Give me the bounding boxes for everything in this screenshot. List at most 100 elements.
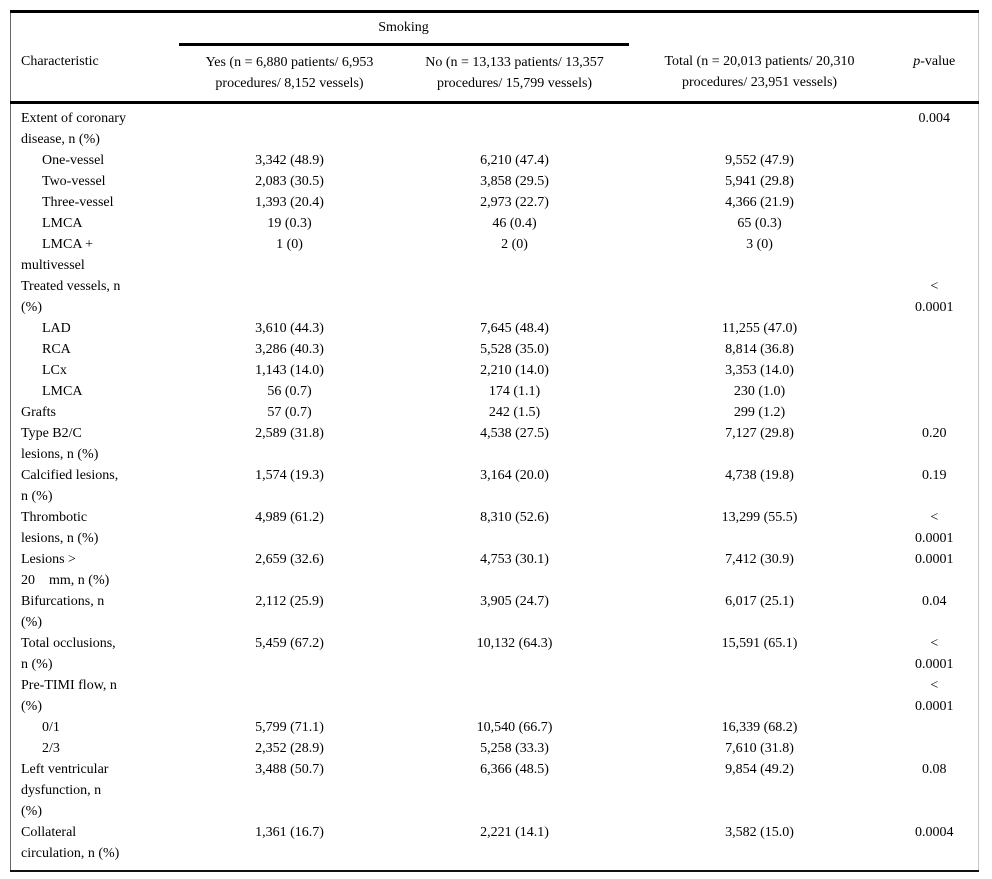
- characteristic-cell: Extent of coronary disease, n (%): [21, 111, 126, 147]
- value-cell-total: 230 (1.0): [733, 384, 786, 399]
- characteristic-cell: Type B2/C lesions, n (%): [21, 426, 99, 462]
- p-value-cell: [891, 318, 979, 339]
- spacer-cell: [629, 12, 891, 45]
- value-cell-total: 7,610 (31.8): [725, 741, 794, 756]
- value-cell-yes: [179, 675, 401, 717]
- value-cell-total: 3,582 (15.0): [725, 825, 794, 840]
- value-cell-total: 4,738 (19.8): [725, 468, 794, 483]
- p-value-cell: 0.20: [922, 426, 947, 441]
- value-cell-yes: 2,352 (28.9): [255, 741, 324, 756]
- value-cell-total: 9,854 (49.2): [725, 762, 794, 777]
- p-value-cell: < 0.0001: [915, 636, 954, 672]
- value-cell-no: 242 (1.5): [488, 405, 541, 420]
- characteristic-cell: 0/1: [42, 720, 60, 735]
- characteristic-cell: One-vessel: [42, 153, 105, 168]
- p-value-cell: 0.0001: [915, 552, 954, 567]
- characteristic-cell: Thrombotic lesions, n (%): [21, 510, 99, 546]
- col-header-yes: Yes (n = 6,880 patients/ 6,953 procedure…: [178, 44, 401, 104]
- value-cell-total: [629, 103, 891, 151]
- value-cell-total: 7,127 (29.8): [725, 426, 794, 441]
- value-cell-total: [629, 276, 891, 318]
- value-cell-yes: 1,574 (19.3): [255, 468, 324, 483]
- value-cell-total: 9,552 (47.9): [725, 153, 794, 168]
- value-cell-no: 3,164 (20.0): [480, 468, 549, 483]
- value-cell-no: 2,221 (14.1): [480, 825, 549, 840]
- characteristic-cell: Pre-TIMI flow, n (%): [21, 678, 117, 714]
- characteristic-cell: Total occlusions, n (%): [21, 636, 116, 672]
- value-cell-yes: 19 (0.3): [267, 216, 312, 231]
- table-row: Three-vessel 1,393 (20.4) 2,973 (22.7) 4…: [11, 192, 979, 213]
- value-cell-no: 5,258 (33.3): [480, 741, 549, 756]
- value-cell-total: 299 (1.2): [733, 405, 786, 420]
- p-value-cell: [891, 360, 979, 381]
- table-row: Lesions > 20 mm, n (%) 2,659 (32.6) 4,75…: [11, 549, 979, 591]
- p-value-cell: 0.04: [922, 594, 947, 609]
- value-cell-total: 3,353 (14.0): [725, 363, 794, 378]
- value-cell-no: [401, 675, 629, 717]
- characteristic-cell: Left ventricular dysfunction, n (%): [21, 762, 109, 819]
- p-value-cell: 0.0004: [915, 825, 954, 840]
- characteristic-cell: Bifurcations, n (%): [21, 594, 105, 630]
- p-value-cell: [891, 234, 979, 276]
- p-value-cell: [891, 717, 979, 738]
- p-value-cell: [891, 738, 979, 759]
- table-row: LCx 1,143 (14.0) 2,210 (14.0) 3,353 (14.…: [11, 360, 979, 381]
- value-cell-yes: 2,112 (25.9): [255, 594, 324, 609]
- p-value-suffix: -value: [920, 53, 956, 69]
- value-cell-no: 6,210 (47.4): [480, 153, 549, 168]
- p-value-italic: p: [913, 53, 921, 69]
- p-value-cell: [891, 381, 979, 402]
- table-row: Collateral circulation, n (%) 1,361 (16.…: [11, 822, 979, 871]
- value-cell-total: 4,366 (21.9): [725, 195, 794, 210]
- value-cell-yes: 1 (0): [276, 237, 303, 252]
- value-cell-no: 3,905 (24.7): [480, 594, 549, 609]
- table-row: 0/1 5,799 (71.1) 10,540 (66.7) 16,339 (6…: [11, 717, 979, 738]
- value-cell-yes: 56 (0.7): [267, 384, 312, 399]
- document-page: Smoking Characteristic Yes (n = 6,880 pa…: [0, 10, 992, 879]
- value-cell-yes: 4,989 (61.2): [255, 510, 324, 525]
- column-header-row: Characteristic Yes (n = 6,880 patients/ …: [10, 44, 979, 104]
- value-cell-yes: 5,799 (71.1): [255, 720, 324, 735]
- value-cell-total: 65 (0.3): [737, 216, 782, 231]
- value-cell-total: 3 (0): [746, 237, 773, 252]
- table-row: RCA 3,286 (40.3) 5,528 (35.0) 8,814 (36.…: [11, 339, 979, 360]
- p-value-cell: [891, 339, 979, 360]
- smoking-group-header: Smoking: [178, 11, 629, 46]
- value-cell-no: 174 (1.1): [488, 384, 541, 399]
- characteristic-cell: Two-vessel: [42, 174, 106, 189]
- table-row: Two-vessel 2,083 (30.5) 3,858 (29.5) 5,9…: [11, 171, 979, 192]
- characteristic-cell: LAD: [42, 321, 71, 336]
- value-cell-yes: 2,659 (32.6): [255, 552, 324, 567]
- p-value-cell: < 0.0001: [915, 510, 954, 546]
- col-header-characteristic: Characteristic: [10, 44, 179, 104]
- value-cell-no: [401, 103, 629, 151]
- table-body: Extent of coronary disease, n (%) 0.004 …: [11, 103, 979, 872]
- table-row: LMCA 56 (0.7) 174 (1.1) 230 (1.0): [11, 381, 979, 402]
- value-cell-yes: 5,459 (67.2): [255, 636, 324, 651]
- value-cell-total: 15,591 (65.1): [721, 636, 798, 651]
- characteristic-cell: LMCA + multivessel: [21, 237, 94, 273]
- p-value-cell: [891, 192, 979, 213]
- value-cell-no: 3,858 (29.5): [480, 174, 549, 189]
- col-header-total: Total (n = 20,013 patients/ 20,310 proce…: [628, 44, 891, 104]
- value-cell-yes: 57 (0.7): [267, 405, 312, 420]
- value-cell-yes: 3,610 (44.3): [255, 321, 324, 336]
- value-cell-total: [629, 675, 891, 717]
- smoking-group-row: Smoking: [11, 11, 979, 46]
- value-cell-no: 2 (0): [501, 237, 528, 252]
- col-header-no: No (n = 13,133 patients/ 13,357 procedur…: [400, 44, 629, 104]
- value-cell-total: 16,339 (68.2): [721, 720, 798, 735]
- value-cell-no: 4,753 (30.1): [480, 552, 549, 567]
- characteristic-cell: LMCA: [42, 384, 83, 399]
- p-value-cell: 0.19: [922, 468, 947, 483]
- characteristic-cell: LCx: [42, 363, 67, 378]
- table-row: Pre-TIMI flow, n (%) < 0.0001: [11, 675, 979, 717]
- characteristic-cell: LMCA: [42, 216, 83, 231]
- value-cell-no: 8,310 (52.6): [480, 510, 549, 525]
- value-cell-no: 7,645 (48.4): [480, 321, 549, 336]
- value-cell-total: 6,017 (25.1): [725, 594, 794, 609]
- value-cell-no: 2,210 (14.0): [480, 363, 549, 378]
- value-cell-no: [401, 276, 629, 318]
- table-row: Thrombotic lesions, n (%) 4,989 (61.2) 8…: [11, 507, 979, 549]
- value-cell-no: 10,540 (66.7): [476, 720, 553, 735]
